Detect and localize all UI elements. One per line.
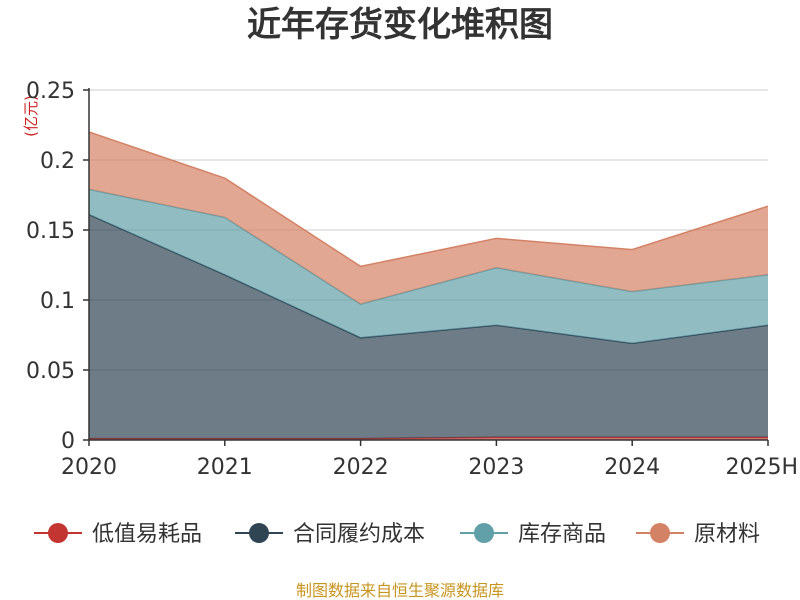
y-axis-ticks: 0 0.05 0.1 0.15 0.2 0.25 — [26, 79, 89, 454]
y-tick-label: 0.1 — [40, 289, 75, 314]
legend: 低值易耗品 合同履约成本 库存商品 原材料 — [34, 522, 760, 547]
axes — [88, 88, 768, 441]
source-note: 制图数据来自恒生聚源数据库 — [296, 581, 504, 600]
x-tick-label: 2020 — [61, 455, 117, 480]
x-tick-label: 2024 — [604, 455, 660, 480]
y-axis-unit-label: (亿元) — [22, 95, 40, 137]
legend-item-0[interactable]: 低值易耗品 — [34, 522, 202, 547]
x-tick-label: 2021 — [197, 455, 253, 480]
chart-title: 近年存货变化堆积图 — [247, 5, 553, 45]
legend-item-3[interactable]: 原材料 — [636, 522, 760, 547]
area-series-3 — [89, 132, 768, 305]
legend-item-1[interactable]: 合同履约成本 — [235, 522, 425, 547]
x-axis-ticks: 2020 2021 2022 2023 2024 2025H — [61, 440, 798, 480]
legend-marker — [249, 523, 269, 543]
legend-marker — [474, 523, 494, 543]
legend-label: 合同履约成本 — [293, 522, 425, 547]
x-tick-label: 2023 — [468, 455, 524, 480]
area-line-3 — [88, 131, 769, 268]
y-tick-label: 0.15 — [26, 219, 75, 244]
x-tick-label: 2022 — [333, 455, 389, 480]
area-series-2 — [89, 189, 768, 344]
legend-label: 库存商品 — [518, 522, 606, 547]
y-tick-label: 0.25 — [26, 79, 75, 104]
legend-label: 低值易耗品 — [92, 522, 202, 547]
area-series-1 — [89, 214, 768, 439]
area-series — [88, 131, 769, 440]
legend-item-2[interactable]: 库存商品 — [460, 522, 606, 547]
x-tick-label: 2025H — [725, 455, 798, 480]
legend-label: 原材料 — [694, 522, 760, 547]
legend-marker — [48, 523, 68, 543]
legend-marker — [650, 523, 670, 543]
y-tick-label: 0.2 — [40, 149, 75, 174]
y-tick-label: 0 — [61, 429, 75, 454]
y-tick-label: 0.05 — [26, 359, 75, 384]
